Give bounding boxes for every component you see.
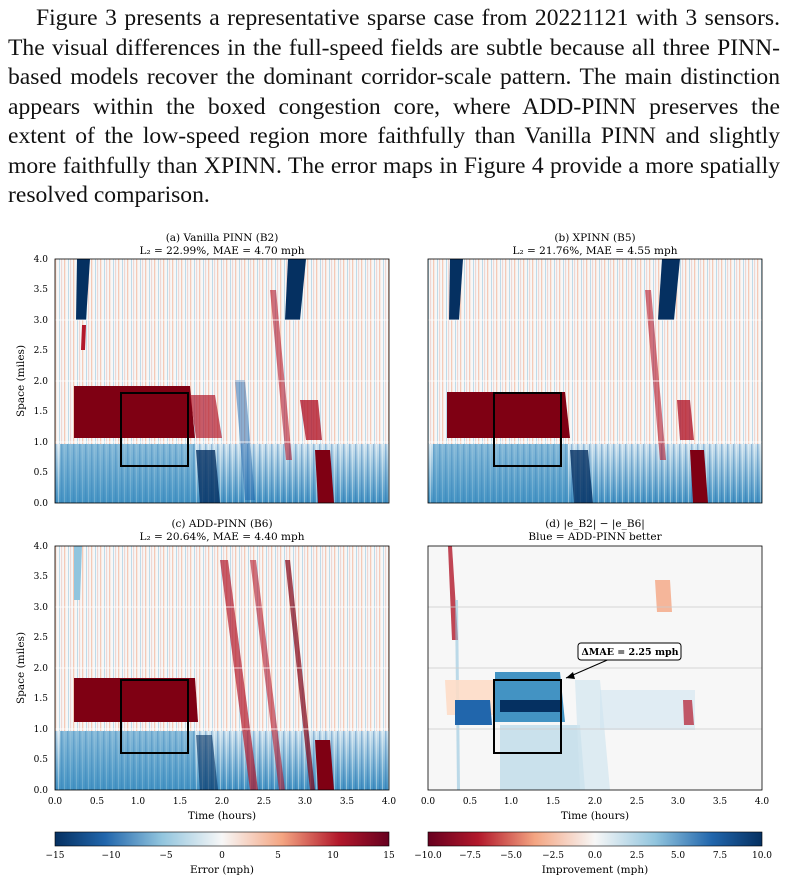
svg-text:0.5: 0.5 bbox=[34, 468, 49, 478]
svg-text:4.0: 4.0 bbox=[34, 255, 49, 265]
panel-a-title: (a) Vanilla PINN (B2) bbox=[166, 232, 279, 244]
svg-text:3.0: 3.0 bbox=[671, 797, 686, 807]
svg-text:1.5: 1.5 bbox=[546, 797, 561, 807]
panel-b: (b) XPINN (B5) L₂ = 21.76%, MAE = 4.55 m… bbox=[427, 232, 763, 504]
svg-text:4.0: 4.0 bbox=[382, 797, 397, 807]
svg-text:−5: −5 bbox=[159, 851, 173, 861]
panel-d: (d) |e_B2| − |e_B6| Blue = ADD-PINN bett… bbox=[427, 518, 763, 791]
svg-text:0.5: 0.5 bbox=[34, 755, 49, 765]
x-axis-label-right: Time (hours) bbox=[561, 810, 629, 822]
svg-text:3.5: 3.5 bbox=[34, 572, 49, 582]
svg-text:1.0: 1.0 bbox=[34, 725, 49, 735]
panel-d-metrics: Blue = ADD-PINN better bbox=[528, 531, 662, 543]
svg-text:10: 10 bbox=[327, 851, 339, 861]
panel-c: (c) ADD-PINN (B6) L₂ = 20.64%, MAE = 4.4… bbox=[54, 518, 390, 791]
figure: (a) Vanilla PINN (B2) L₂ = 22.99%, MAE =… bbox=[0, 222, 788, 883]
svg-text:−7.5: −7.5 bbox=[459, 851, 481, 861]
colorbar-error-label: Error (mph) bbox=[190, 864, 254, 876]
svg-text:0.0: 0.0 bbox=[34, 499, 49, 509]
svg-text:4.0: 4.0 bbox=[34, 542, 49, 552]
svg-text:3.5: 3.5 bbox=[713, 797, 728, 807]
svg-text:0.5: 0.5 bbox=[463, 797, 478, 807]
svg-text:3.0: 3.0 bbox=[34, 316, 49, 326]
svg-text:5: 5 bbox=[275, 851, 281, 861]
svg-text:−2.5: −2.5 bbox=[542, 851, 564, 861]
svg-text:0.0: 0.0 bbox=[588, 851, 603, 861]
svg-text:3.0: 3.0 bbox=[34, 603, 49, 613]
svg-text:7.5: 7.5 bbox=[713, 851, 728, 861]
x-axis-right: 0.0 0.5 1.0 1.5 2.0 2.5 3.0 3.5 4.0 bbox=[421, 797, 770, 807]
y-axis-label-top: Space (miles) bbox=[15, 345, 27, 417]
body-paragraph: Figure 3 presents a representative spars… bbox=[8, 5, 780, 208]
svg-text:2.5: 2.5 bbox=[34, 633, 49, 643]
svg-text:2.5: 2.5 bbox=[34, 346, 49, 356]
svg-text:10.0: 10.0 bbox=[752, 851, 772, 861]
panel-d-title: (d) |e_B2| − |e_B6| bbox=[545, 518, 645, 531]
svg-text:2.0: 2.0 bbox=[588, 797, 603, 807]
delta-mae-label: ΔMAE = 2.25 mph bbox=[581, 647, 678, 658]
colorbar-improvement: −10.0 −7.5 −5.0 −2.5 0.0 2.5 5.0 7.5 10.… bbox=[414, 831, 772, 876]
svg-text:2.5: 2.5 bbox=[630, 851, 645, 861]
y-axis-bottom-left: 4.0 3.5 3.0 2.5 2.0 1.5 1.0 0.5 0.0 bbox=[34, 542, 49, 796]
panel-a: (a) Vanilla PINN (B2) L₂ = 22.99%, MAE =… bbox=[54, 232, 390, 504]
svg-text:0.0: 0.0 bbox=[34, 786, 49, 796]
panel-c-heatmap bbox=[55, 546, 389, 790]
svg-text:1.0: 1.0 bbox=[34, 438, 49, 448]
y-axis-label-bottom: Space (miles) bbox=[15, 632, 27, 704]
svg-text:1.5: 1.5 bbox=[34, 694, 49, 704]
x-axis-label-left: Time (hours) bbox=[188, 810, 256, 822]
svg-text:5.0: 5.0 bbox=[671, 851, 686, 861]
panel-b-metrics: L₂ = 21.76%, MAE = 4.55 mph bbox=[513, 245, 678, 257]
x-axis-left: 0.0 0.5 1.0 1.5 2.0 2.5 3.0 3.5 4.0 bbox=[48, 797, 397, 807]
svg-text:0.5: 0.5 bbox=[90, 797, 105, 807]
svg-text:4.0: 4.0 bbox=[755, 797, 770, 807]
svg-text:0: 0 bbox=[219, 851, 225, 861]
svg-text:2.0: 2.0 bbox=[215, 797, 230, 807]
svg-text:1.0: 1.0 bbox=[504, 797, 519, 807]
svg-text:2.5: 2.5 bbox=[630, 797, 645, 807]
panel-d-heatmap bbox=[428, 546, 762, 790]
panel-b-heatmap bbox=[428, 259, 762, 503]
panel-c-metrics: L₂ = 20.64%, MAE = 4.40 mph bbox=[140, 531, 305, 543]
panel-c-title: (c) ADD-PINN (B6) bbox=[171, 518, 272, 530]
svg-text:1.5: 1.5 bbox=[173, 797, 188, 807]
svg-text:−5.0: −5.0 bbox=[500, 851, 522, 861]
svg-text:3.0: 3.0 bbox=[298, 797, 313, 807]
svg-text:−15: −15 bbox=[46, 851, 65, 861]
svg-text:1.5: 1.5 bbox=[34, 407, 49, 417]
svg-text:0.0: 0.0 bbox=[421, 797, 436, 807]
svg-text:3.5: 3.5 bbox=[340, 797, 355, 807]
colorbar-error: −15 −10 −5 0 5 10 15 Error (mph) bbox=[46, 831, 395, 876]
svg-text:2.5: 2.5 bbox=[257, 797, 272, 807]
svg-text:2.0: 2.0 bbox=[34, 664, 49, 674]
delta-mae-annotation: ΔMAE = 2.25 mph bbox=[565, 642, 682, 679]
colorbar-improvement-label: Improvement (mph) bbox=[542, 864, 648, 876]
svg-text:15: 15 bbox=[383, 851, 395, 861]
panel-a-heatmap bbox=[55, 259, 389, 503]
svg-text:−10: −10 bbox=[102, 851, 121, 861]
svg-text:2.0: 2.0 bbox=[34, 377, 49, 387]
panel-b-title: (b) XPINN (B5) bbox=[554, 232, 635, 244]
svg-text:1.0: 1.0 bbox=[131, 797, 146, 807]
svg-text:0.0: 0.0 bbox=[48, 797, 63, 807]
y-axis-top-left: 4.0 3.5 3.0 2.5 2.0 1.5 1.0 0.5 0.0 bbox=[34, 255, 49, 509]
svg-text:3.5: 3.5 bbox=[34, 285, 49, 295]
panel-a-metrics: L₂ = 22.99%, MAE = 4.70 mph bbox=[140, 245, 305, 257]
svg-text:−10.0: −10.0 bbox=[414, 851, 442, 861]
